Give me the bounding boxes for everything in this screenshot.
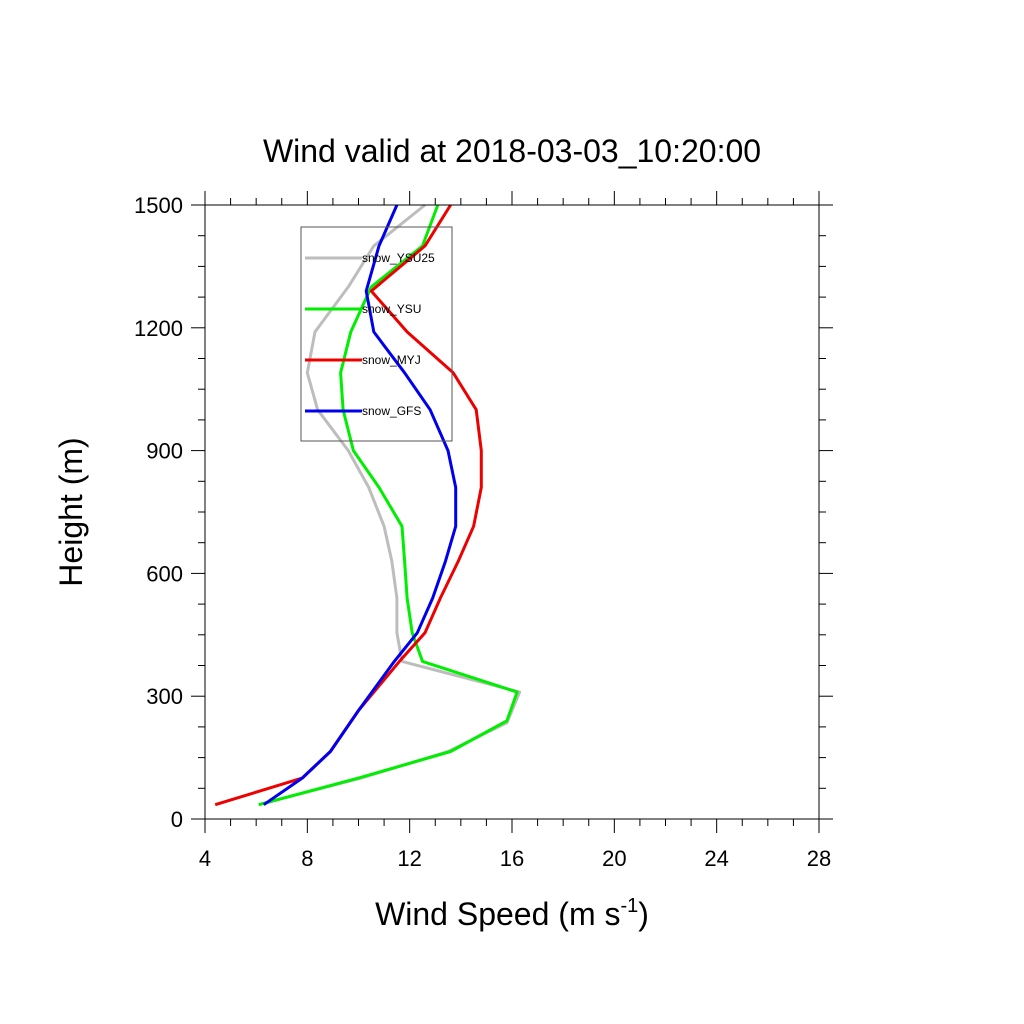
y-axis-label: Height (m) (53, 437, 89, 586)
legend-label: snow_YSU25 (362, 251, 435, 265)
plot-series (214, 203, 522, 807)
plot-frame (204, 204, 820, 820)
series-line-snow_GFS (262, 204, 458, 806)
x-axis-label-superscript: -1 (620, 895, 638, 917)
x-tick-label: 20 (602, 846, 626, 871)
x-axis-label: Wind Speed (m s-1) (375, 895, 649, 932)
series-line-snow_YSU (258, 204, 519, 807)
y-tick-label: 900 (146, 439, 183, 464)
x-tick-label: 24 (704, 846, 728, 871)
y-tick-label: 600 (146, 561, 183, 586)
y-tick-label: 1200 (134, 316, 183, 341)
x-tick-label: 16 (500, 846, 524, 871)
series-line-snow_MYJ (214, 204, 483, 807)
y-tick-label: 0 (171, 807, 183, 832)
x-axis-label-close: ) (638, 896, 649, 932)
legend: snow_YSU25 snow_YSU snow_MYJ snow_GFS (300, 226, 453, 442)
x-tick-label: 4 (199, 846, 211, 871)
chart-title: Wind valid at 2018-03-03_10:20:00 (263, 133, 761, 169)
x-axis-label-text: Wind Speed (m s (375, 896, 620, 932)
legend-box (300, 226, 453, 442)
tick-labels: 4 8 12 16 20 24 28 0 300 600 900 1200 1500 (134, 193, 831, 871)
y-tick-label: 1500 (134, 193, 183, 218)
axis-ticks (191, 191, 833, 833)
x-tick-label: 28 (807, 846, 831, 871)
legend-label: snow_GFS (362, 404, 421, 418)
legend-label: snow_MYJ (362, 353, 421, 367)
x-tick-label: 8 (301, 846, 313, 871)
x-tick-label: 12 (397, 846, 421, 871)
y-tick-label: 300 (146, 684, 183, 709)
legend-label: snow_YSU (362, 302, 421, 316)
